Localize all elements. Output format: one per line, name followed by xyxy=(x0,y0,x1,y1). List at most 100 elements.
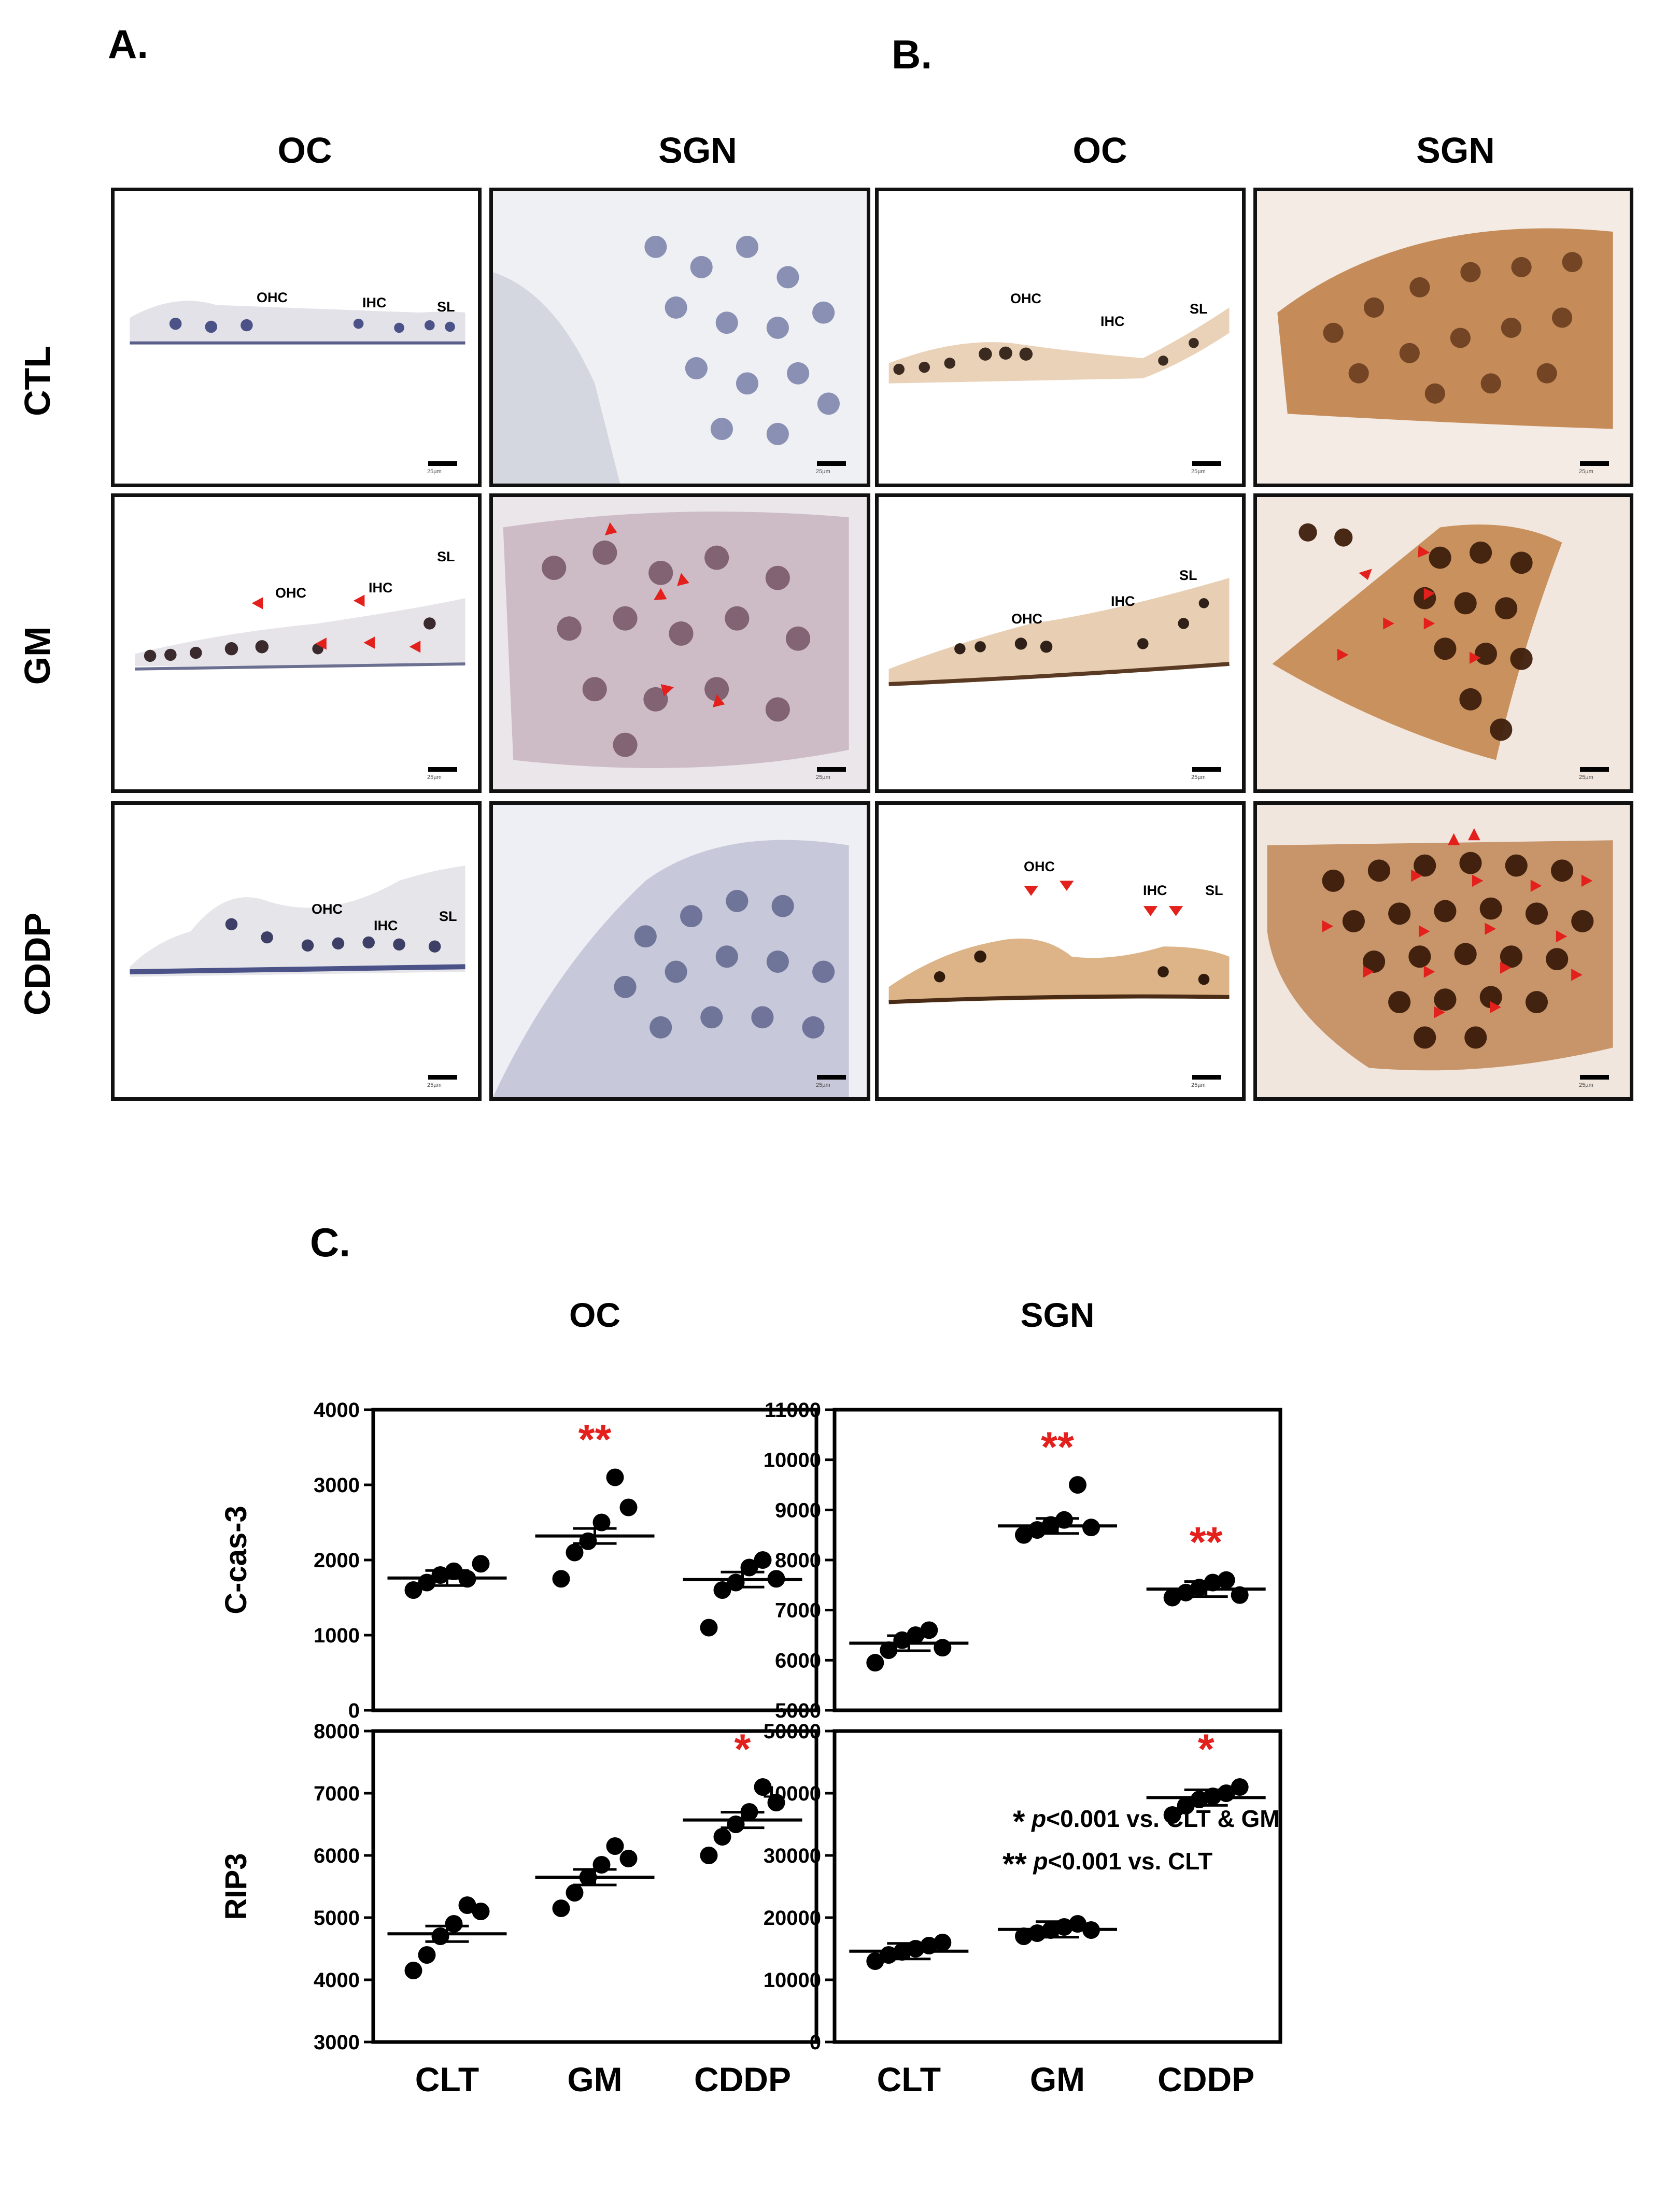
y-tick-label: 8000 xyxy=(314,1720,360,1743)
panel-b-oc-header: OC xyxy=(1072,130,1127,171)
micrograph-b-oc-ctl: OHC IHC SL 25µm xyxy=(875,188,1246,487)
scale-bar: 25µm xyxy=(1191,1075,1221,1088)
data-point xyxy=(472,1555,490,1573)
tile-label-ohc: OHC xyxy=(1011,611,1042,627)
panel-a-letter: A. xyxy=(108,21,148,67)
data-point xyxy=(418,1946,436,1964)
y-tick-label: 4000 xyxy=(314,1969,360,1992)
data-point xyxy=(552,1899,570,1917)
significance-marker: ** xyxy=(1190,1519,1223,1566)
tile-label-sl: SL xyxy=(1179,568,1197,583)
tile-label-ihc: IHC xyxy=(1100,314,1125,329)
y-tick-label: 5000 xyxy=(775,1699,821,1722)
tile-label-ohc: OHC xyxy=(257,290,288,305)
y-tick-label: 3000 xyxy=(314,2031,360,2054)
micrograph-a-sgn-cddp: 25µm xyxy=(489,801,870,1101)
tile-label-ohc: OHC xyxy=(275,585,306,601)
panel-c-letter: C. xyxy=(310,1220,350,1265)
scale-bar: 25µm xyxy=(427,461,457,475)
y-tick-label: 0 xyxy=(348,1699,360,1722)
significance-marker: ** xyxy=(1041,1424,1074,1471)
footnote-mark: * xyxy=(1013,1804,1025,1839)
plot-frame xyxy=(832,1729,1282,2044)
tile-label-ohc: OHC xyxy=(312,901,343,917)
significance-marker: ** xyxy=(578,1416,612,1464)
y-tick-label: 2000 xyxy=(314,1549,360,1572)
x-tick-label: GM xyxy=(1030,2060,1085,2098)
footnote-double-star: ** p<0.001 vs. CLT xyxy=(1003,1846,1212,1882)
data-point xyxy=(552,1570,570,1588)
tile-label-ihc: IHC xyxy=(362,295,387,310)
y-tick-label: 10000 xyxy=(764,1449,821,1472)
scale-bar: 25µm xyxy=(816,767,846,781)
tile-label-ihc: IHC xyxy=(374,918,398,933)
x-tick-label: CDDP xyxy=(1157,2060,1254,2098)
scale-bar: 25µm xyxy=(1579,461,1609,475)
panel-a-sgn-header: SGN xyxy=(658,130,737,171)
panel-a-oc-header: OC xyxy=(277,130,332,171)
footnote-single-star: * p<0.001 vs. CLT & GM xyxy=(1013,1804,1280,1839)
data-point xyxy=(700,1847,718,1864)
tile-label-ohc: OHC xyxy=(1010,291,1041,306)
data-point xyxy=(1015,1927,1033,1945)
y-axis-label: RIP3 xyxy=(219,1853,253,1920)
data-point xyxy=(866,1952,884,1970)
scale-bar: 25µm xyxy=(427,767,457,781)
tile-label-sl: SL xyxy=(437,549,455,564)
data-point xyxy=(767,1794,785,1811)
y-tick-label: 1000 xyxy=(314,1624,360,1647)
x-tick-label: CLT xyxy=(415,2060,479,2098)
tile-label-sl: SL xyxy=(439,909,457,924)
y-tick-label: 8000 xyxy=(775,1549,821,1572)
tile-label-ihc: IHC xyxy=(369,580,393,595)
micrograph-a-oc-cddp: OHC IHC SL 25µm xyxy=(111,801,482,1101)
y-tick-label: 6000 xyxy=(775,1649,821,1672)
data-point xyxy=(754,1551,772,1569)
micrograph-b-sgn-ctl: 25µm xyxy=(1253,188,1633,487)
data-point xyxy=(445,1915,463,1933)
tile-label-ihc: IHC xyxy=(1111,593,1135,609)
data-point xyxy=(1069,1476,1086,1494)
scale-bar: 25µm xyxy=(816,461,846,475)
data-point xyxy=(458,1896,476,1914)
scale-bar: 25µm xyxy=(427,1075,457,1088)
data-point xyxy=(592,1513,611,1532)
tile-label-ihc: IHC xyxy=(1143,883,1167,898)
significance-marker: * xyxy=(735,1726,751,1773)
data-point xyxy=(606,1837,624,1855)
data-point xyxy=(700,1619,718,1637)
scale-bar: 25µm xyxy=(1191,767,1221,781)
data-point xyxy=(1015,1526,1033,1544)
data-point xyxy=(1217,1571,1235,1589)
plot-frame xyxy=(371,1729,818,2044)
y-tick-label: 20000 xyxy=(764,1907,821,1930)
scale-bar: 25µm xyxy=(1579,1075,1609,1088)
data-point xyxy=(606,1468,624,1486)
data-point xyxy=(1231,1778,1249,1796)
data-point xyxy=(1055,1511,1073,1529)
chart-title: SGN xyxy=(1020,1296,1094,1334)
footnote-text: <0.001 vs. CLT xyxy=(1048,1848,1213,1875)
tile-label-ohc: OHC xyxy=(1024,859,1055,874)
data-point xyxy=(619,1498,638,1516)
y-axis-label: C-cas-3 xyxy=(219,1506,253,1614)
data-point xyxy=(619,1850,638,1867)
y-tick-label: 3000 xyxy=(314,1474,360,1497)
data-point xyxy=(472,1903,490,1920)
footnote-p: p xyxy=(1032,1805,1047,1832)
scale-bar: 25µm xyxy=(1191,461,1221,475)
micrograph-b-oc-gm: OHC IHC SL 25µm xyxy=(875,493,1246,793)
data-point xyxy=(1163,1806,1181,1824)
footnote-p: p xyxy=(1033,1848,1048,1875)
y-tick-label: 50000 xyxy=(764,1720,821,1743)
data-point xyxy=(713,1581,731,1599)
y-tick-label: 10000 xyxy=(764,1969,821,1992)
y-tick-label: 9000 xyxy=(775,1499,821,1522)
tile-label-sl: SL xyxy=(1190,301,1208,317)
data-point xyxy=(1163,1589,1181,1607)
footnote-text: <0.001 vs. CLT & GM xyxy=(1046,1805,1280,1832)
y-tick-label: 7000 xyxy=(314,1782,360,1805)
data-point xyxy=(866,1654,884,1672)
y-tick-label: 0 xyxy=(810,2031,821,2054)
